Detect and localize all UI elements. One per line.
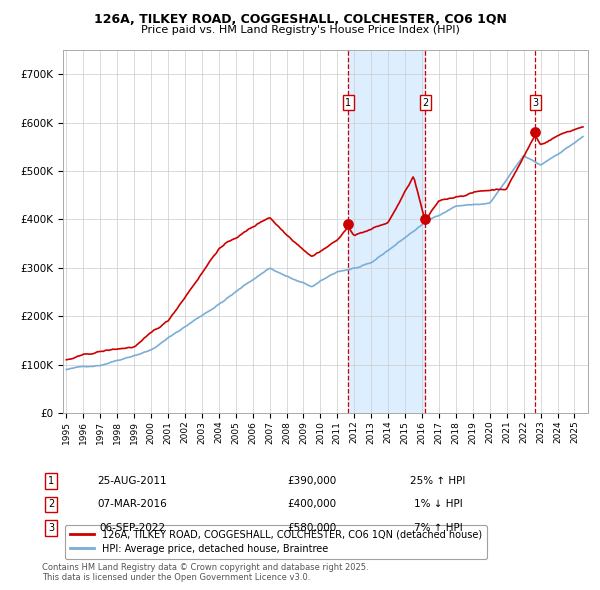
Point (344, 219, 353, 229)
Text: 25-AUG-2011: 25-AUG-2011 (97, 476, 167, 486)
Point (530, 127, 540, 137)
Text: £390,000: £390,000 (287, 476, 337, 486)
Text: 126A, TILKEY ROAD, COGGESHALL, COLCHESTER, CO6 1QN: 126A, TILKEY ROAD, COGGESHALL, COLCHESTE… (94, 13, 506, 26)
Text: 25% ↑ HPI: 25% ↑ HPI (410, 476, 466, 486)
Text: 06-SEP-2022: 06-SEP-2022 (99, 523, 165, 533)
Text: £400,000: £400,000 (287, 500, 337, 509)
Text: 1: 1 (346, 98, 352, 108)
Text: Price paid vs. HM Land Registry's House Price Index (HPI): Price paid vs. HM Land Registry's House … (140, 25, 460, 35)
Text: 3: 3 (48, 523, 54, 533)
Legend: 126A, TILKEY ROAD, COGGESHALL, COLCHESTER, CO6 1QN (detached house), HPI: Averag: 126A, TILKEY ROAD, COGGESHALL, COLCHESTE… (65, 525, 487, 559)
Text: £580,000: £580,000 (287, 523, 337, 533)
Text: 1% ↓ HPI: 1% ↓ HPI (413, 500, 463, 509)
Text: 3: 3 (532, 98, 538, 108)
Text: 2: 2 (48, 500, 54, 509)
Text: Contains HM Land Registry data © Crown copyright and database right 2025.
This d: Contains HM Land Registry data © Crown c… (42, 563, 368, 582)
Text: 2: 2 (422, 98, 428, 108)
Bar (349, 50, 425, 413)
Text: 1: 1 (48, 476, 54, 486)
Text: 7% ↑ HPI: 7% ↑ HPI (413, 523, 463, 533)
Point (420, 215, 430, 224)
Text: 07-MAR-2016: 07-MAR-2016 (97, 500, 167, 509)
